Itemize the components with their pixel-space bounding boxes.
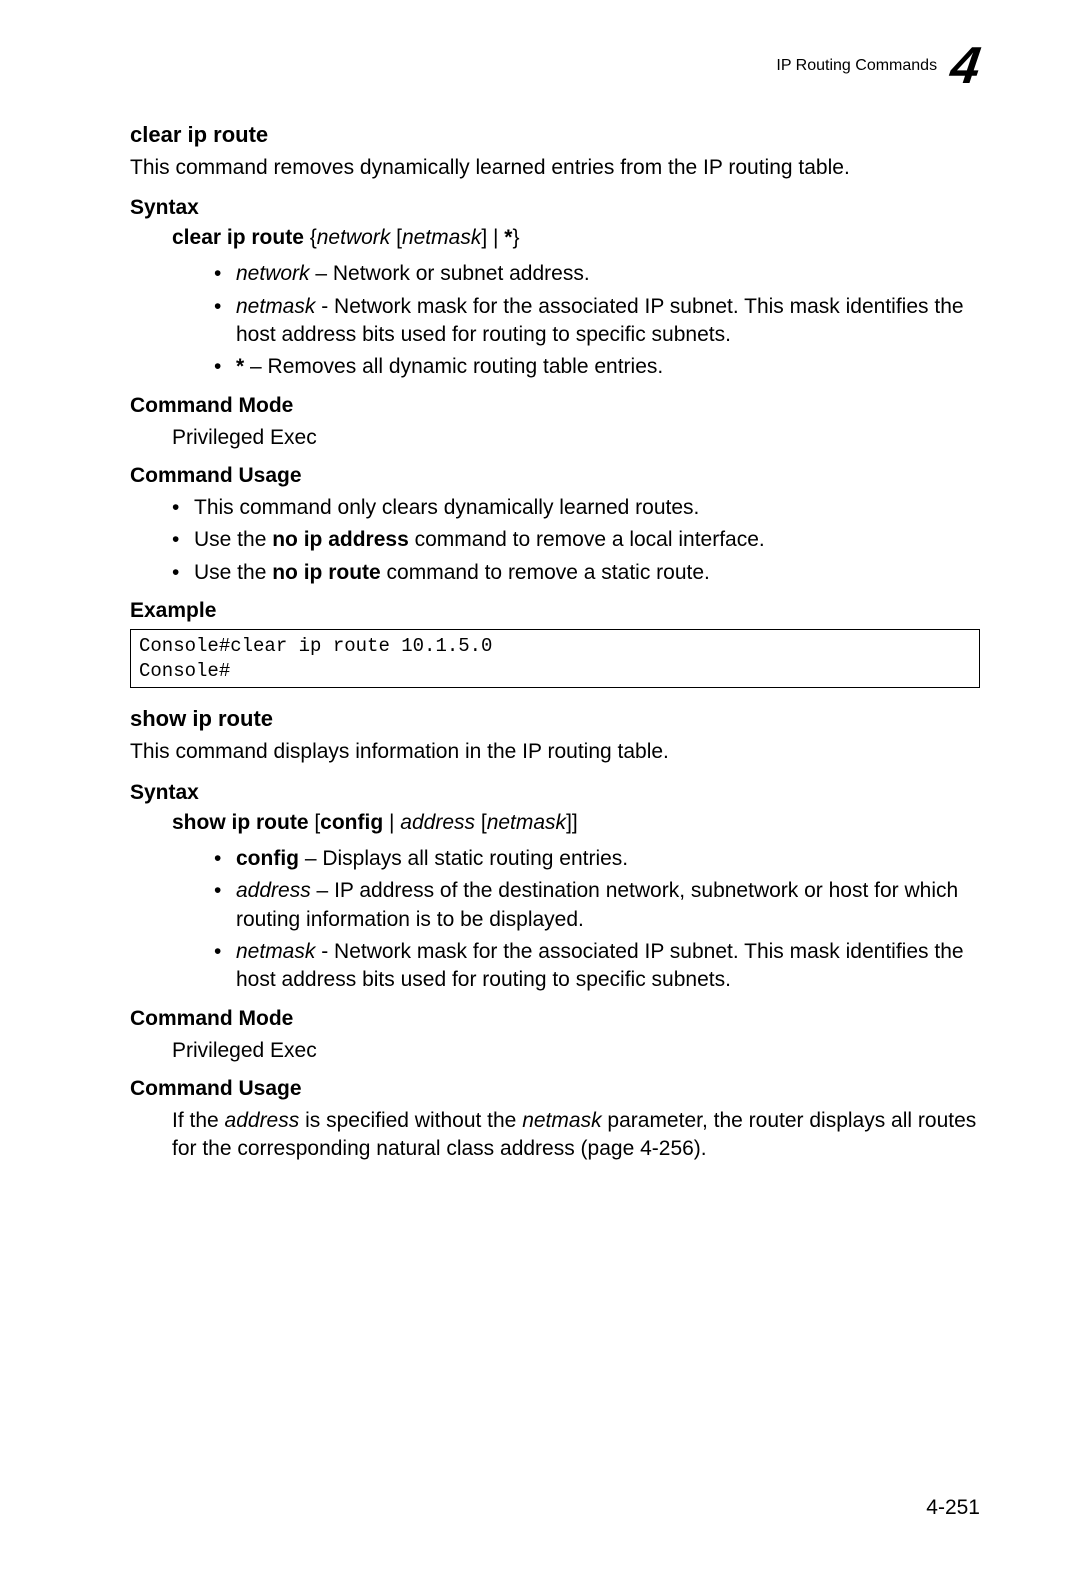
example-code: Console#clear ip route 10.1.5.0 Console#: [130, 629, 980, 688]
syntax-text: ] |: [481, 226, 504, 249]
param-name: address: [236, 879, 311, 902]
parameter-item: netmask - Network mask for the associate…: [214, 938, 980, 995]
usage-text: Use the: [194, 561, 272, 584]
syntax-param: netmask: [487, 811, 566, 834]
syntax-param: address: [400, 811, 475, 834]
syntax-text: [: [475, 811, 487, 834]
syntax-text: [: [390, 226, 402, 249]
syntax-keyword: config: [320, 811, 383, 834]
usage-text: command to remove a static route.: [381, 561, 710, 584]
parameter-item: address – IP address of the destination …: [214, 877, 980, 934]
parameter-list: config – Displays all static routing ent…: [214, 845, 980, 995]
syntax-text: {: [304, 226, 317, 249]
example-heading: Example: [130, 599, 980, 623]
command-name: show ip route: [130, 706, 980, 732]
param-name: *: [236, 355, 244, 378]
usage-text: command to remove a local interface.: [409, 528, 765, 551]
mode-heading: Command Mode: [130, 1007, 980, 1031]
param-desc: - Network mask for the associated IP sub…: [236, 940, 964, 991]
syntax-text: }: [512, 226, 519, 249]
parameter-item: * – Removes all dynamic routing table en…: [214, 353, 980, 381]
usage-command-ref: no ip route: [272, 561, 381, 584]
chapter-number: 4: [947, 40, 983, 92]
param-name: netmask: [236, 295, 315, 318]
mode-heading: Command Mode: [130, 394, 980, 418]
syntax-line: clear ip route {network [netmask] | *}: [172, 226, 980, 250]
param-name: config: [236, 847, 299, 870]
usage-command-ref: no ip address: [272, 528, 409, 551]
usage-heading: Command Usage: [130, 1077, 980, 1101]
page-header: IP Routing Commands 4: [130, 40, 980, 92]
param-desc: – Removes all dynamic routing table entr…: [244, 355, 663, 378]
syntax-command: clear ip route: [172, 226, 304, 249]
syntax-heading: Syntax: [130, 196, 980, 220]
syntax-text: ]]: [566, 811, 578, 834]
parameter-list: network – Network or subnet address. net…: [214, 260, 980, 381]
usage-text: If the address is specified without the …: [172, 1107, 980, 1164]
usage-list: This command only clears dynamically lea…: [172, 494, 980, 587]
param-desc: - Network mask for the associated IP sub…: [236, 295, 964, 346]
syntax-param: network: [317, 226, 391, 249]
usage-text: Use the: [194, 528, 272, 551]
syntax-param: netmask: [402, 226, 481, 249]
command-description: This command displays information in the…: [130, 738, 980, 766]
param-name: netmask: [236, 940, 315, 963]
syntax-command: show ip route: [172, 811, 309, 834]
command-clear-ip-route: clear ip route This command removes dyna…: [130, 122, 980, 688]
page-number: 4-251: [926, 1496, 980, 1520]
parameter-item: netmask - Network mask for the associate…: [214, 293, 980, 350]
syntax-text: [: [309, 811, 321, 834]
usage-param-ref: address: [225, 1109, 300, 1132]
command-description: This command removes dynamically learned…: [130, 154, 980, 182]
parameter-item: config – Displays all static routing ent…: [214, 845, 980, 873]
usage-item: Use the no ip route command to remove a …: [172, 559, 980, 587]
command-name: clear ip route: [130, 122, 980, 148]
parameter-item: network – Network or subnet address.: [214, 260, 980, 288]
mode-value: Privileged Exec: [172, 424, 980, 452]
syntax-line: show ip route [config | address [netmask…: [172, 811, 980, 835]
usage-heading: Command Usage: [130, 464, 980, 488]
param-name: network: [236, 262, 310, 285]
param-desc: – Network or subnet address.: [310, 262, 590, 285]
mode-value: Privileged Exec: [172, 1037, 980, 1065]
header-section-title: IP Routing Commands: [776, 57, 937, 75]
param-desc: – IP address of the destination network,…: [236, 879, 958, 930]
syntax-text: |: [383, 811, 400, 834]
syntax-heading: Syntax: [130, 781, 980, 805]
usage-item: This command only clears dynamically lea…: [172, 494, 980, 522]
usage-text: is specified without the: [299, 1109, 522, 1132]
usage-param-ref: netmask: [522, 1109, 601, 1132]
command-show-ip-route: show ip route This command displays info…: [130, 706, 980, 1163]
param-desc: – Displays all static routing entries.: [299, 847, 628, 870]
usage-item: Use the no ip address command to remove …: [172, 526, 980, 554]
usage-text: If the: [172, 1109, 225, 1132]
